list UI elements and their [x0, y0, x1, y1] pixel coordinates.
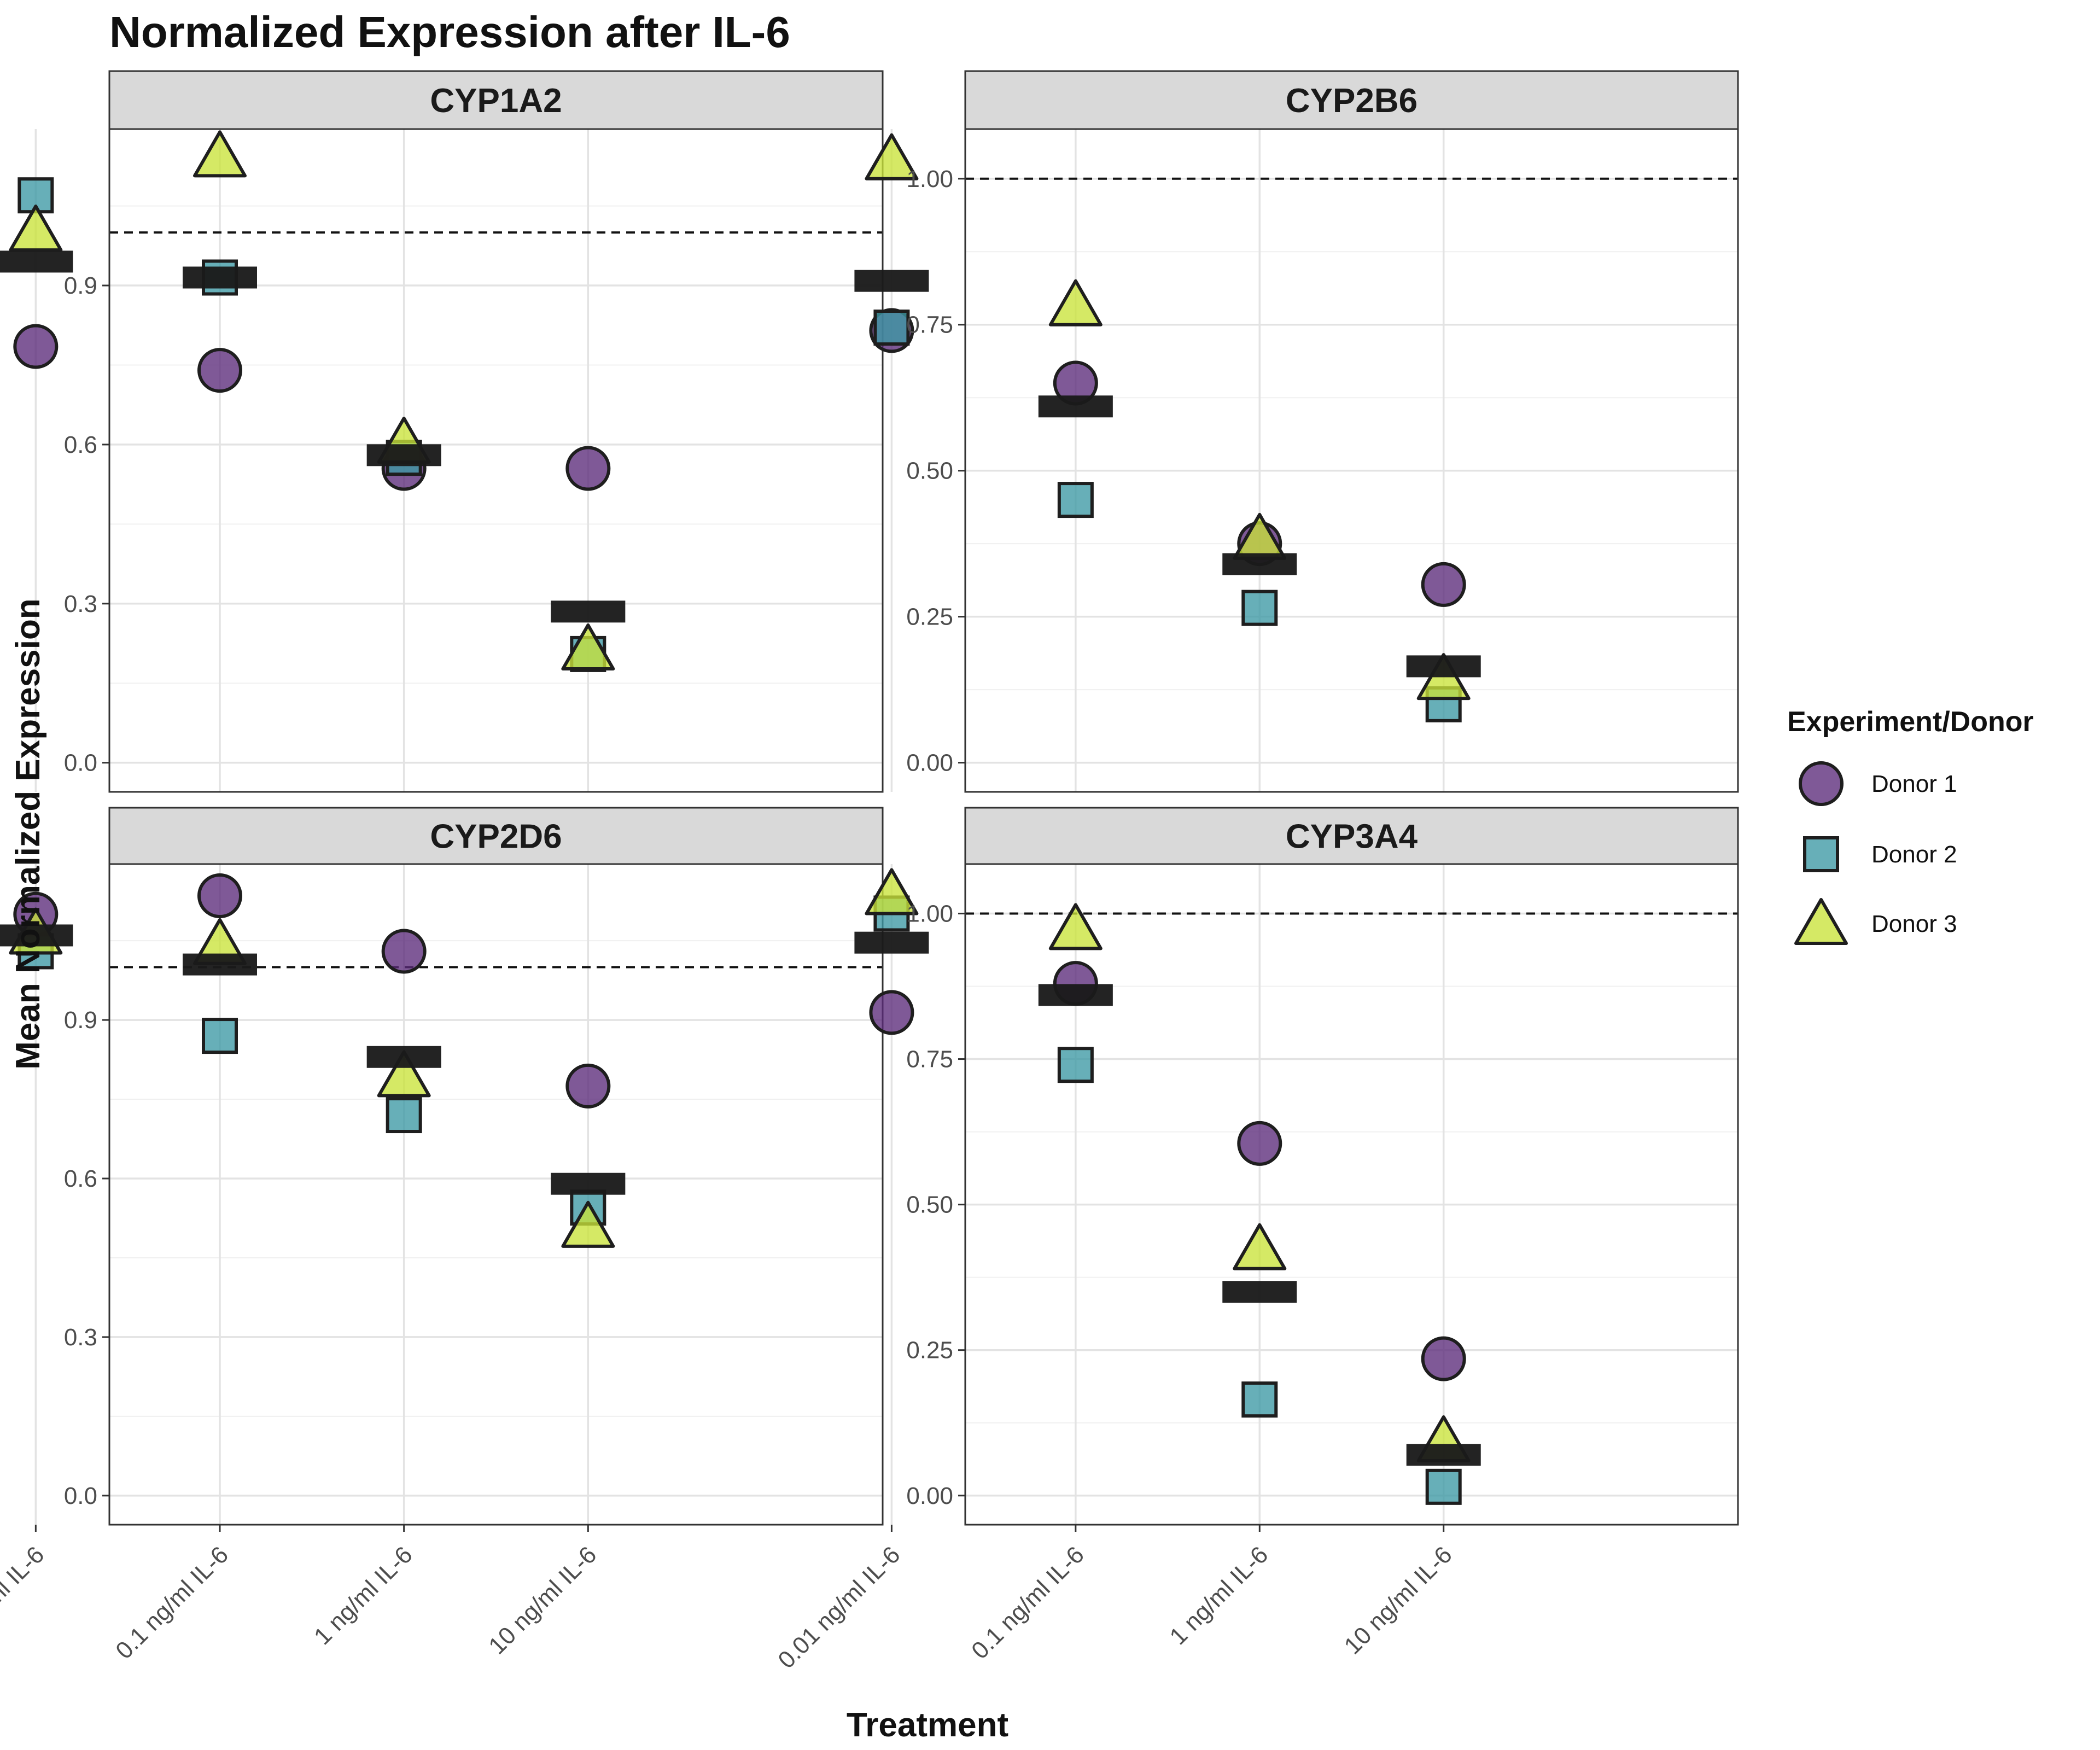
y-tick-label: 0.25	[906, 604, 953, 631]
y-tick-label: 0.50	[906, 1192, 953, 1218]
facet-strip-label: CYP3A4	[1286, 818, 1418, 856]
facet-strip-label: CYP1A2	[430, 82, 562, 120]
x-axis-title: Treatment	[847, 1706, 1008, 1744]
legend-title: Experiment/Donor	[1787, 706, 2034, 738]
y-tick-label: 0.00	[906, 1483, 953, 1509]
plot-area	[109, 129, 883, 792]
y-tick-label: 0.9	[64, 272, 97, 299]
legend-key-donor3	[1794, 898, 1848, 945]
point-donor3	[193, 130, 247, 178]
point-donor3	[865, 868, 919, 915]
mean-bar	[1406, 655, 1481, 678]
mean-bar	[1038, 395, 1113, 418]
plot-area	[965, 129, 1738, 792]
y-tick-label: 0.00	[906, 750, 953, 777]
point-donor3	[1233, 1223, 1287, 1270]
mean-bar	[551, 1172, 626, 1195]
point-donor1	[869, 990, 914, 1035]
y-tick-label: 0.25	[906, 1337, 953, 1364]
point-donor2	[202, 1018, 238, 1054]
facet-strip	[108, 70, 884, 130]
facet-strip-label: CYP2D6	[430, 818, 562, 856]
facet-strip-label: CYP2B6	[1286, 82, 1418, 120]
legend-key-donor1	[1799, 761, 1844, 806]
mean-bar	[0, 250, 73, 273]
mean-bar	[183, 266, 257, 289]
point-donor2	[1057, 482, 1094, 518]
mean-bar	[366, 1046, 441, 1068]
point-donor2	[1241, 1381, 1278, 1418]
mean-bar	[183, 953, 257, 976]
point-donor2	[1425, 1468, 1462, 1505]
mean-bar	[1222, 1281, 1297, 1303]
point-donor3	[1048, 279, 1102, 326]
legend-label-donor1: Donor 1	[1871, 771, 1957, 797]
point-donor3	[377, 1050, 431, 1098]
legend-key-donor2	[1803, 836, 1839, 872]
legend-label-donor3: Donor 3	[1871, 911, 1957, 937]
panel-cyp2b6: CYP2B6 0.00 0.25 0.50 0.75 1.00	[854, 70, 1739, 793]
mean-bar	[1038, 984, 1113, 1006]
point-donor1	[565, 1063, 611, 1109]
y-tick-label: 0.0	[64, 1483, 97, 1509]
y-tick-label: 0.3	[64, 591, 97, 617]
y-tick-label: 0.6	[64, 431, 97, 458]
point-donor1	[13, 324, 59, 369]
point-donor2	[386, 1097, 422, 1134]
mean-bar	[854, 931, 929, 954]
y-tick-label: 0.3	[64, 1324, 97, 1351]
point-donor1	[565, 446, 611, 491]
y-tick-label: 0.6	[64, 1165, 97, 1192]
chart-title: Normalized Expression after IL-6	[109, 8, 790, 56]
point-donor1	[1237, 1121, 1282, 1166]
point-donor2	[1057, 1047, 1094, 1083]
facet-strip	[964, 70, 1739, 130]
point-donor1	[381, 929, 427, 974]
facet-panels: CYP1A2 0.0 0.3 0.6 0.9 CYP2B6 0.00 0.25 0.50 0.75…	[0, 70, 1739, 1674]
y-axis-title: Mean Normalized Expression	[9, 598, 47, 1069]
point-donor1	[1421, 1336, 1466, 1381]
legend: Experiment/Donor Donor 1 Donor 2 Donor 3	[1787, 706, 2034, 945]
mean-bar	[1222, 553, 1297, 575]
point-donor3	[9, 205, 63, 252]
point-donor2	[18, 177, 54, 214]
point-donor3	[865, 133, 919, 180]
y-tick-label: 1.00	[906, 166, 953, 192]
mean-bar	[1406, 1444, 1481, 1466]
y-tick-label: 0.0	[64, 750, 97, 777]
y-tick-label: 1.00	[906, 900, 953, 927]
point-donor3	[1048, 903, 1102, 950]
point-donor1	[1421, 562, 1466, 607]
y-tick-label: 0.9	[64, 1007, 97, 1034]
panel-cyp1a2: CYP1A2 0.0 0.3 0.6 0.9	[0, 70, 884, 793]
y-tick-label: 0.50	[906, 458, 953, 485]
point-donor2	[873, 310, 910, 346]
mean-bar	[551, 600, 626, 623]
point-donor2	[1241, 590, 1278, 626]
y-tick-label: 0.75	[906, 1046, 953, 1073]
facet-strip	[964, 807, 1739, 865]
legend-label-donor2: Donor 2	[1871, 841, 1957, 868]
mean-bar	[0, 924, 73, 947]
mean-bar	[366, 444, 441, 466]
point-donor3	[561, 623, 615, 671]
facet-strip	[108, 807, 884, 865]
point-donor1	[197, 873, 242, 918]
point-donor1	[197, 348, 242, 393]
y-tick-label: 0.75	[906, 312, 953, 339]
point-donor3	[561, 1200, 615, 1248]
mean-bar	[854, 270, 929, 292]
